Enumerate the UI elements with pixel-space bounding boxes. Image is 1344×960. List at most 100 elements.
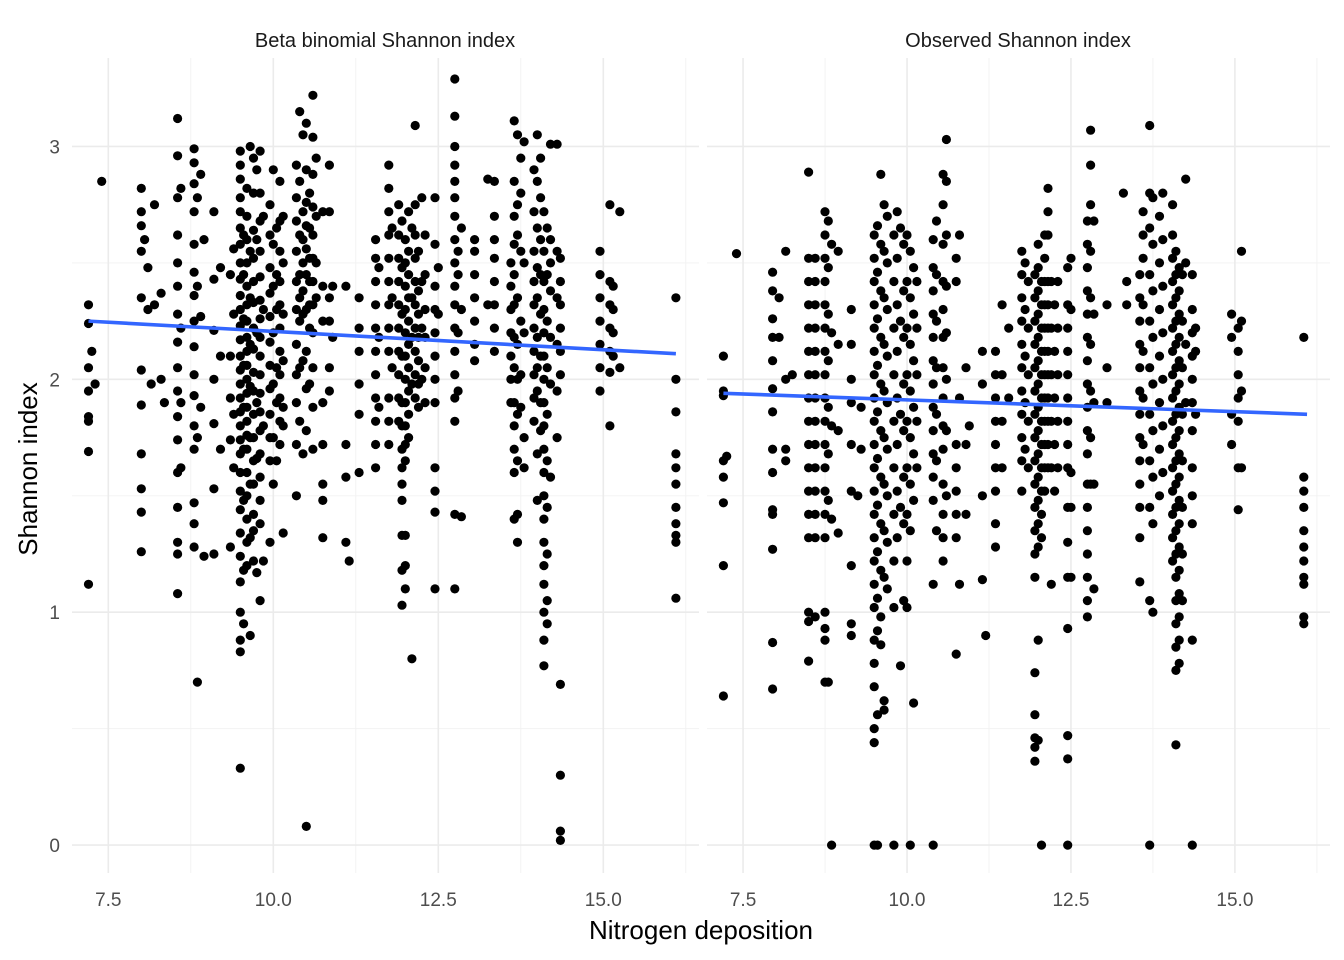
data-point	[245, 630, 255, 641]
data-point	[931, 526, 942, 536]
data-point	[820, 607, 830, 617]
data-point	[136, 246, 146, 256]
data-point	[846, 561, 856, 571]
data-point	[1030, 668, 1040, 678]
data-point	[879, 246, 889, 256]
data-point	[1017, 246, 1027, 256]
data-point	[311, 211, 321, 221]
data-point	[909, 356, 919, 366]
data-point	[255, 146, 265, 156]
data-point	[1135, 363, 1145, 373]
data-point	[1233, 393, 1243, 403]
data-point	[235, 239, 245, 249]
data-point	[820, 439, 830, 450]
y-tick-label: 2	[49, 370, 60, 391]
data-point	[189, 316, 199, 326]
data-point	[928, 286, 938, 296]
data-point	[846, 339, 856, 349]
data-point	[450, 281, 460, 291]
data-point	[420, 270, 430, 280]
data-point	[869, 658, 879, 669]
data-point	[889, 840, 899, 850]
data-point	[1033, 735, 1043, 745]
data-point	[1063, 623, 1073, 634]
data-point	[136, 507, 146, 517]
data-point	[1063, 370, 1073, 380]
data-point	[470, 235, 480, 245]
data-point	[173, 386, 183, 396]
data-point	[671, 407, 681, 417]
data-point	[235, 467, 245, 478]
data-point	[990, 370, 1001, 380]
data-point	[804, 463, 814, 473]
data-point	[248, 433, 259, 443]
data-point	[1033, 426, 1043, 436]
data-point	[997, 463, 1007, 473]
data-point	[354, 346, 364, 356]
data-point	[804, 253, 814, 263]
data-point	[384, 276, 394, 287]
data-point	[248, 479, 259, 489]
data-point	[242, 491, 252, 501]
data-point	[876, 239, 886, 249]
data-point	[1135, 479, 1145, 489]
data-point	[456, 512, 466, 522]
data-point	[512, 409, 523, 419]
data-point	[595, 270, 605, 280]
data-point	[1299, 572, 1309, 582]
data-point	[1158, 374, 1168, 384]
data-point	[173, 193, 183, 203]
data-point	[189, 542, 199, 552]
data-point	[820, 230, 830, 240]
data-point	[928, 402, 938, 412]
data-point	[846, 374, 856, 384]
data-point	[305, 188, 315, 198]
data-point	[882, 491, 892, 501]
data-point	[889, 509, 899, 519]
data-point	[938, 304, 948, 315]
data-point	[1191, 323, 1201, 333]
data-point	[196, 402, 206, 412]
data-point	[718, 561, 729, 571]
data-point	[532, 263, 542, 273]
x-tick-label: 12.5	[420, 890, 457, 911]
data-point	[781, 246, 791, 256]
data-point	[1030, 293, 1040, 303]
panel-title-left: Beta binomial Shannon index	[255, 30, 515, 52]
data-point	[1023, 323, 1033, 333]
data-point	[209, 207, 219, 217]
data-point	[931, 316, 942, 326]
data-point	[245, 533, 255, 543]
data-point	[1086, 125, 1096, 135]
data-point	[951, 463, 961, 473]
data-point	[341, 537, 351, 547]
data-point	[453, 328, 463, 338]
data-point	[291, 276, 301, 287]
data-point	[823, 402, 833, 412]
data-point	[275, 246, 285, 256]
data-point	[768, 444, 778, 454]
data-point	[298, 207, 308, 217]
data-point	[846, 630, 856, 641]
data-point	[268, 433, 278, 443]
data-point	[1050, 393, 1060, 403]
data-point	[539, 537, 549, 547]
data-point	[1168, 556, 1178, 566]
data-point	[140, 235, 150, 245]
data-point	[509, 176, 519, 186]
data-point	[1233, 370, 1243, 380]
data-point	[291, 160, 301, 170]
data-point	[196, 169, 206, 179]
data-point	[242, 444, 252, 454]
data-point	[410, 120, 420, 131]
data-point	[1145, 316, 1155, 326]
data-point	[235, 258, 245, 268]
data-point	[450, 141, 460, 152]
data-point	[450, 160, 460, 170]
data-point	[470, 356, 480, 366]
data-point	[268, 379, 278, 389]
data-point	[1046, 370, 1056, 380]
data-point	[879, 696, 889, 706]
data-point	[1299, 486, 1309, 496]
data-point	[196, 311, 206, 322]
